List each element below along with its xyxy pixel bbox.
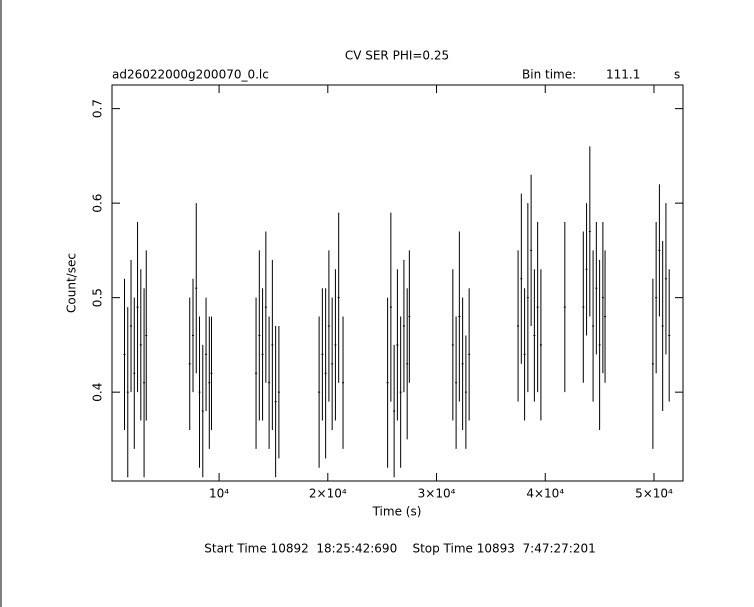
y-tick-label: 0.6 (91, 194, 105, 213)
x-tick-label: 2×10⁴ (309, 487, 347, 501)
x-tick-label: 5×10⁴ (635, 487, 673, 501)
bin-label: Bin time: (522, 68, 576, 82)
x-axis-label: Time (s) (372, 505, 422, 519)
bin-value: 111.1 (606, 68, 640, 82)
x-tick-label: 4×10⁴ (526, 487, 564, 501)
x-tick-label: 3×10⁴ (418, 487, 456, 501)
footer: Start Time 10892 18:25:42:690 Stop Time … (204, 542, 596, 556)
x-tick-label: 10⁴ (209, 487, 229, 501)
y-tick-label: 0.5 (91, 288, 105, 307)
y-tick-label: 0.7 (91, 99, 105, 118)
file-name: ad26022000g200070_0.lc (112, 68, 269, 82)
y-axis-label: Count/sec (65, 253, 79, 313)
y-tick-label: 0.4 (91, 383, 105, 402)
data-layer (123, 146, 671, 478)
plot-frame (111, 84, 684, 482)
chart-title: CV SER PHI=0.25 (345, 49, 449, 63)
bin-unit: s (674, 68, 680, 82)
